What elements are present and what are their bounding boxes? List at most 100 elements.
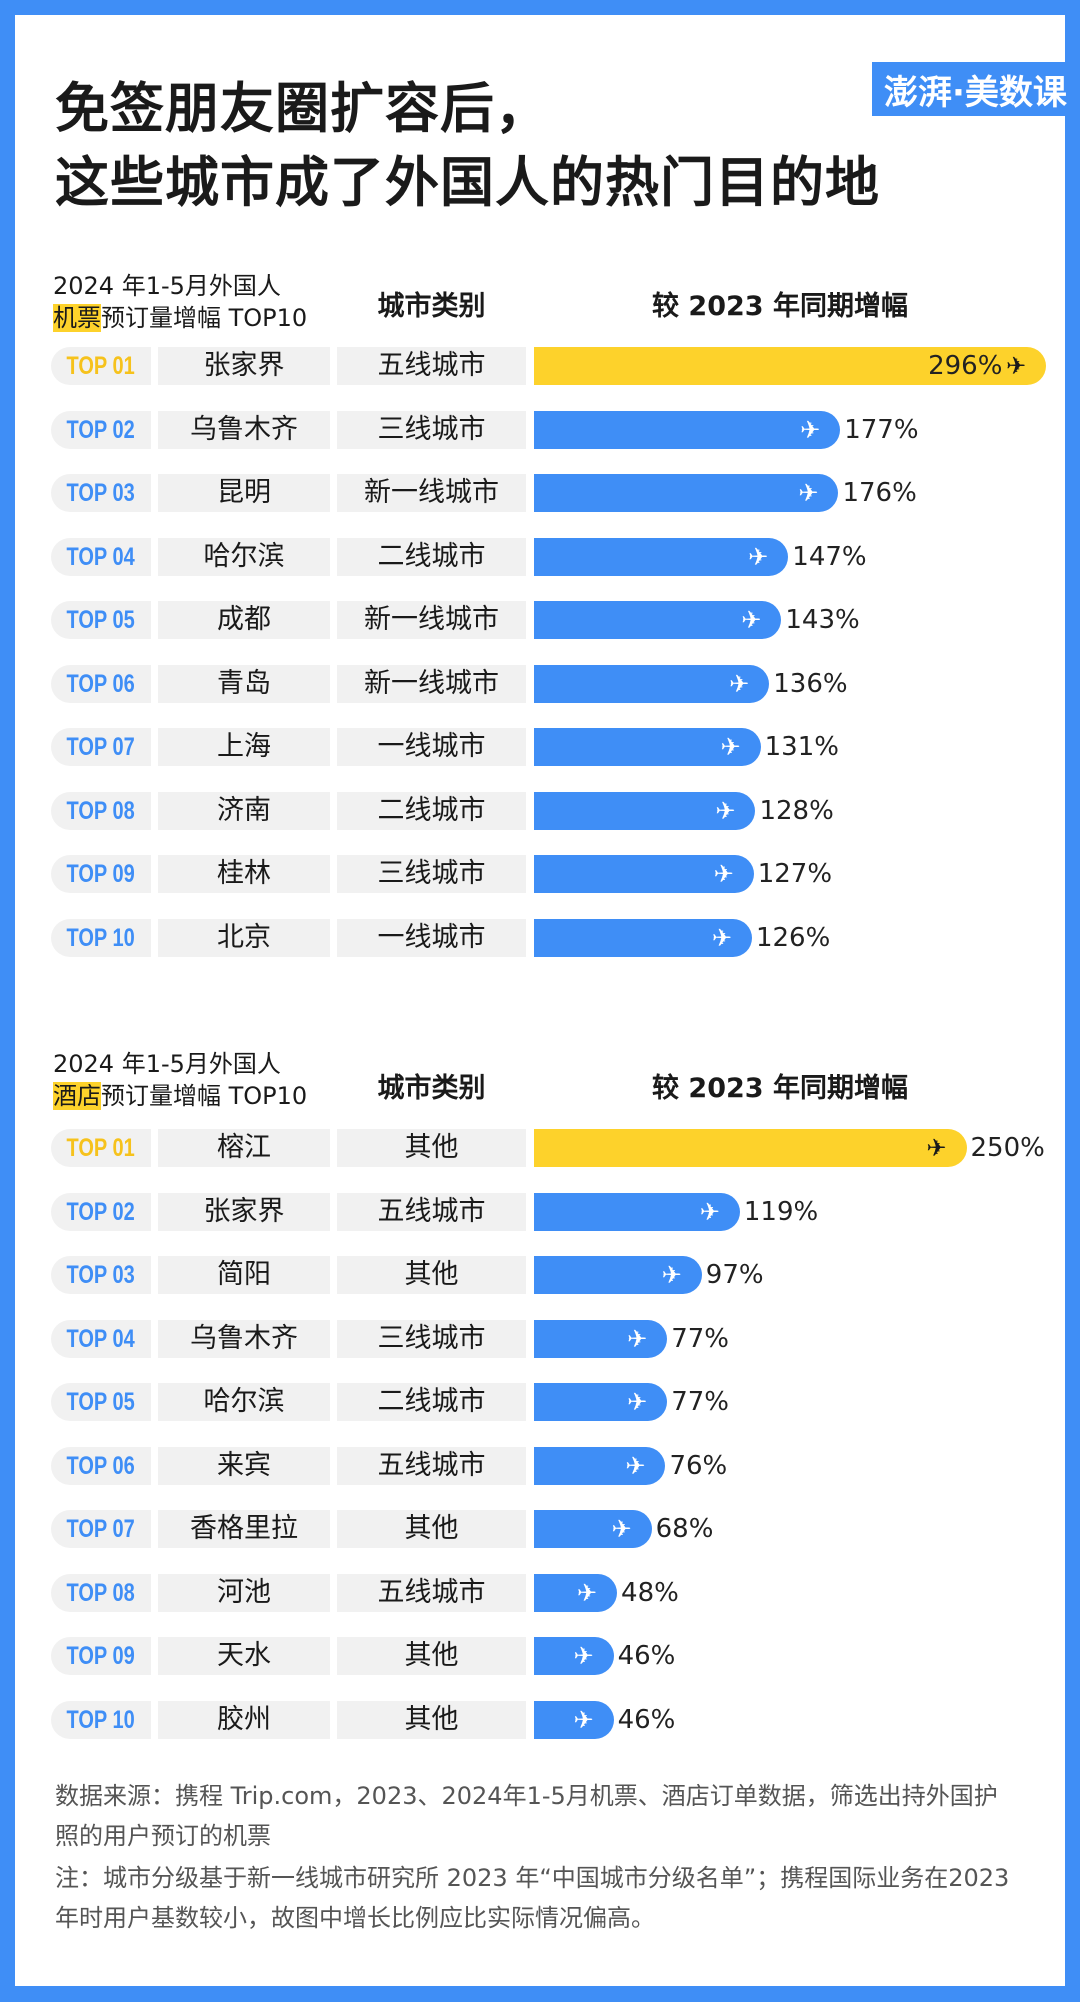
rank-label: TOP 02	[51, 410, 151, 449]
city-name: 天水	[158, 1637, 330, 1675]
section-title: 2024 年1-5月外国人 酒店预订量增幅 TOP10	[53, 1048, 307, 1112]
bar	[534, 537, 789, 576]
city-name: 胶州	[158, 1700, 330, 1739]
city-name: 来宾	[158, 1446, 330, 1485]
bar-row: TOP 02 张家界 五线城市 ✈ 119%	[0, 1192, 1080, 1231]
bar-row: TOP 04 哈尔滨 二线城市 ✈ 147%	[0, 537, 1080, 576]
city-name: 张家界	[158, 347, 330, 385]
bar-row: TOP 03 简阳 其他 ✈ 97%	[0, 1256, 1080, 1294]
bar	[534, 918, 752, 957]
city-type: 三线城市	[337, 1319, 526, 1358]
plane-icon: ✈	[627, 1324, 648, 1353]
rank-label: TOP 01	[51, 347, 151, 385]
rank-label: TOP 02	[51, 1192, 151, 1231]
city-name: 上海	[158, 728, 330, 766]
plane-icon: ✈	[699, 1197, 720, 1226]
bar	[534, 1637, 614, 1675]
plane-icon: ✈	[720, 733, 741, 761]
city-type: 其他	[337, 1637, 526, 1675]
value-label: 176%	[842, 478, 917, 508]
rank-label: TOP 09	[51, 855, 151, 893]
bar-row: TOP 07 上海 一线城市 ✈ 131%	[0, 728, 1080, 766]
section-title-highlight: 酒店	[53, 1082, 101, 1110]
rank-label: TOP 03	[51, 1256, 151, 1294]
value-label: 77%	[671, 1323, 729, 1354]
plane-icon: ✈	[798, 479, 819, 507]
bar-row: TOP 06 青岛 新一线城市 ✈ 136%	[0, 664, 1080, 703]
bar	[534, 1192, 740, 1231]
bar	[534, 347, 1047, 385]
city-name: 成都	[158, 601, 330, 639]
rank-label: TOP 05	[51, 1383, 151, 1421]
city-name: 济南	[158, 791, 330, 830]
city-type: 一线城市	[337, 918, 526, 957]
col-header-category: 城市类别	[377, 291, 486, 322]
city-name: 乌鲁木齐	[158, 1319, 330, 1358]
plane-icon: ✈	[661, 1261, 682, 1289]
city-name: 张家界	[158, 1192, 330, 1231]
bar-row: TOP 01 张家界 五线城市 ✈ 296%	[0, 347, 1080, 385]
bar-row: TOP 09 桂林 三线城市 ✈ 127%	[0, 855, 1080, 893]
city-name: 乌鲁木齐	[158, 410, 330, 449]
value-label: 177%	[844, 414, 919, 445]
plane-icon: ✈	[711, 923, 733, 952]
section-title-rest: 预订量增幅 TOP10	[101, 1082, 308, 1110]
city-type: 五线城市	[337, 1573, 526, 1612]
section-title-line1: 2024 年1-5月外国人	[53, 272, 281, 300]
plane-icon: ✈	[741, 606, 762, 634]
rank-label: TOP 03	[51, 474, 151, 512]
value-label: 143%	[785, 605, 860, 635]
city-type: 五线城市	[337, 347, 526, 385]
rank-label: TOP 10	[51, 918, 151, 957]
bar-row: TOP 09 天水 其他 ✈ 46%	[0, 1637, 1080, 1675]
plane-icon: ✈	[729, 669, 750, 698]
value-label: 128%	[759, 795, 834, 826]
plane-icon: ✈	[625, 1451, 646, 1480]
value-label: 77%	[671, 1387, 729, 1417]
rank-label: TOP 09	[51, 1637, 151, 1675]
rank-label: TOP 08	[51, 791, 151, 830]
plane-icon: ✈	[573, 1642, 594, 1670]
city-name: 哈尔滨	[158, 1383, 330, 1421]
bar	[534, 410, 841, 449]
bar	[534, 601, 782, 639]
city-type: 二线城市	[337, 1383, 526, 1421]
value-label: 131%	[764, 732, 839, 762]
rank-label: TOP 10	[51, 1700, 151, 1739]
city-type: 其他	[337, 1700, 526, 1739]
section-title: 2024 年1-5月外国人 机票预订量增幅 TOP10	[53, 270, 307, 334]
bar	[534, 1383, 668, 1421]
rank-label: TOP 04	[51, 1319, 151, 1358]
city-type: 二线城市	[337, 537, 526, 576]
bar-row: TOP 05 哈尔滨 二线城市 ✈ 77%	[0, 1383, 1080, 1421]
rank-label: TOP 01	[51, 1129, 151, 1167]
rank-label: TOP 08	[51, 1573, 151, 1612]
value-label: 127%	[757, 859, 833, 889]
bar-row: TOP 01 榕江 其他 ✈ 250%	[0, 1129, 1080, 1167]
city-name: 青岛	[158, 664, 330, 703]
value-label: 76%	[669, 1450, 728, 1481]
city-type: 五线城市	[337, 1446, 526, 1485]
city-name: 昆明	[158, 474, 330, 512]
rank-label: TOP 07	[51, 728, 151, 766]
col-header-growth: 较 2023 年同期增幅	[652, 291, 908, 322]
city-type: 三线城市	[337, 410, 526, 449]
value-label: 68%	[655, 1514, 714, 1544]
bar-row: TOP 08 河池 五线城市 ✈ 48%	[0, 1573, 1080, 1612]
section-title-rest: 预订量增幅 TOP10	[101, 304, 308, 332]
city-name: 河池	[158, 1573, 330, 1612]
rank-label: TOP 07	[51, 1510, 151, 1548]
bar-row: TOP 03 昆明 新一线城市 ✈ 176%	[0, 474, 1080, 512]
value-label: 296%	[928, 351, 1003, 381]
bar-row: TOP 05 成都 新一线城市 ✈ 143%	[0, 601, 1080, 639]
footer-source: 数据来源：携程 Trip.com，2023、2024年1-5月机票、酒店订单数据…	[55, 1782, 998, 1850]
rank-label: TOP 04	[51, 537, 151, 576]
rank-label: TOP 06	[51, 664, 151, 703]
value-label: 126%	[755, 922, 831, 953]
city-name: 哈尔滨	[158, 537, 330, 576]
section-title-highlight: 机票	[53, 304, 101, 332]
value-label: 250%	[970, 1133, 1045, 1163]
value-label: 147%	[792, 541, 867, 572]
city-type: 五线城市	[337, 1192, 526, 1231]
bar-row: TOP 07 香格里拉 其他 ✈ 68%	[0, 1510, 1080, 1548]
